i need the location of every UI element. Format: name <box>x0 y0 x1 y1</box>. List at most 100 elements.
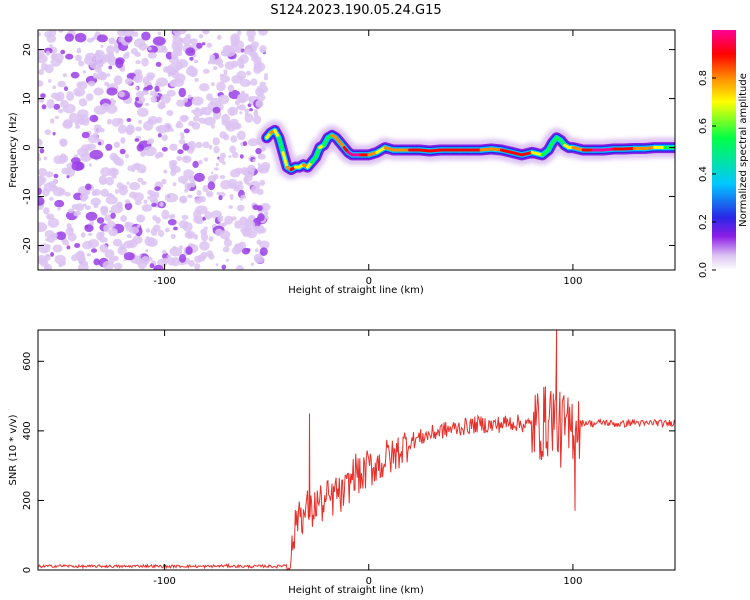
noise-speckle <box>208 144 213 150</box>
noise-speckle <box>242 229 250 237</box>
noise-speckle <box>239 54 249 64</box>
noise-speckle <box>183 128 190 134</box>
noise-speckle <box>152 224 161 232</box>
noise-speckle <box>82 70 86 74</box>
noise-speckle <box>177 149 184 155</box>
noise-speckle <box>124 202 133 211</box>
noise-speckle <box>206 192 210 196</box>
noise-speckle <box>118 91 125 98</box>
noise-speckle <box>104 249 115 259</box>
noise-speckle <box>208 236 214 242</box>
colorbar-ticks: 0.0 0.2 0.4 0.6 0.8 <box>698 70 716 278</box>
noise-speckle <box>199 196 206 203</box>
noise-speckle <box>184 182 192 191</box>
snr-axes: -100 0 100 0 200 400 600 <box>22 330 675 587</box>
noise-speckle <box>176 155 182 162</box>
noise-speckle <box>188 65 195 71</box>
noise-speckle <box>161 134 168 141</box>
noise-speckle <box>110 97 115 103</box>
noise-speckle <box>60 49 66 55</box>
noise-speckle <box>117 124 127 134</box>
noise-speckle <box>60 99 69 108</box>
noise-speckle <box>96 34 108 43</box>
noise-speckle <box>106 45 115 54</box>
ridge-core-segment <box>375 146 387 154</box>
noise-speckle <box>243 167 255 178</box>
noise-speckle <box>245 248 251 252</box>
noise-speckle <box>145 249 149 253</box>
noise-speckle <box>93 124 103 134</box>
noise-speckle <box>57 207 61 211</box>
noise-speckle <box>78 60 85 67</box>
noise-speckle <box>112 238 123 247</box>
noise-speckle <box>136 144 144 152</box>
noise-speckle <box>44 129 52 136</box>
noise-speckle <box>131 163 139 171</box>
noise-speckle <box>141 256 150 265</box>
noise-speckle <box>178 139 186 145</box>
noise-speckle <box>85 211 98 221</box>
noise-speckle <box>194 263 201 270</box>
noise-speckle <box>183 169 195 179</box>
ridge-core-segment <box>499 148 514 154</box>
noise-speckle <box>172 182 177 187</box>
noise-speckle <box>66 245 71 250</box>
noise-speckle <box>152 36 166 46</box>
noise-speckle <box>161 209 170 220</box>
noise-speckle <box>198 33 204 39</box>
noise-speckle <box>263 210 269 216</box>
noise-speckle <box>182 180 186 185</box>
noise-speckle <box>124 199 131 204</box>
noise-speckle <box>74 243 81 248</box>
noise-speckle <box>148 46 152 51</box>
noise-speckle <box>229 169 241 178</box>
noise-speckle <box>86 117 90 122</box>
y-tick-label: 10 <box>22 92 33 105</box>
noise-speckle <box>110 212 116 219</box>
noise-speckle <box>228 155 232 159</box>
noise-speckle <box>236 70 247 80</box>
noise-speckle <box>209 54 216 61</box>
noise-speckle <box>115 57 125 65</box>
noise-speckle <box>78 98 88 107</box>
noise-speckle <box>123 252 135 261</box>
noise-speckle <box>213 146 220 154</box>
noise-speckle <box>158 229 165 238</box>
noise-speckle <box>217 214 224 223</box>
ridge-core-segment <box>479 147 493 152</box>
noise-speckle <box>192 160 199 168</box>
spectral-ridge <box>256 120 675 180</box>
noise-speckle <box>84 205 92 210</box>
noise-speckle <box>54 199 65 208</box>
noise-speckle <box>47 236 56 243</box>
noise-speckle <box>45 171 54 178</box>
noise-speckle <box>157 31 162 36</box>
noise-speckle <box>153 264 164 270</box>
noise-speckle <box>134 138 140 142</box>
noise-speckle <box>219 152 227 159</box>
noise-speckle <box>106 73 111 77</box>
noise-speckle <box>176 99 186 107</box>
y-tick-label: 200 <box>22 491 33 510</box>
noise-speckle <box>177 120 182 125</box>
noise-speckle <box>180 196 187 203</box>
noise-speckle <box>113 75 123 85</box>
noise-speckle <box>66 223 72 229</box>
noise-speckle <box>52 85 56 90</box>
noise-speckle <box>254 108 258 112</box>
noise-speckle <box>188 120 195 127</box>
noise-speckle <box>57 80 66 88</box>
noise-speckle <box>203 68 210 74</box>
noise-speckle <box>234 244 241 251</box>
noise-speckle <box>58 109 64 114</box>
noise-speckle <box>136 107 149 118</box>
x-tick-label: 100 <box>563 576 582 587</box>
snr-x-label: Height of straight line (km) <box>288 585 424 596</box>
noise-speckle <box>126 118 132 122</box>
noise-speckle <box>170 233 176 239</box>
noise-speckle <box>129 226 140 234</box>
noise-speckle <box>67 232 77 242</box>
noise-speckle <box>141 180 147 186</box>
noise-speckle <box>107 167 119 177</box>
noise-speckle <box>163 169 168 174</box>
